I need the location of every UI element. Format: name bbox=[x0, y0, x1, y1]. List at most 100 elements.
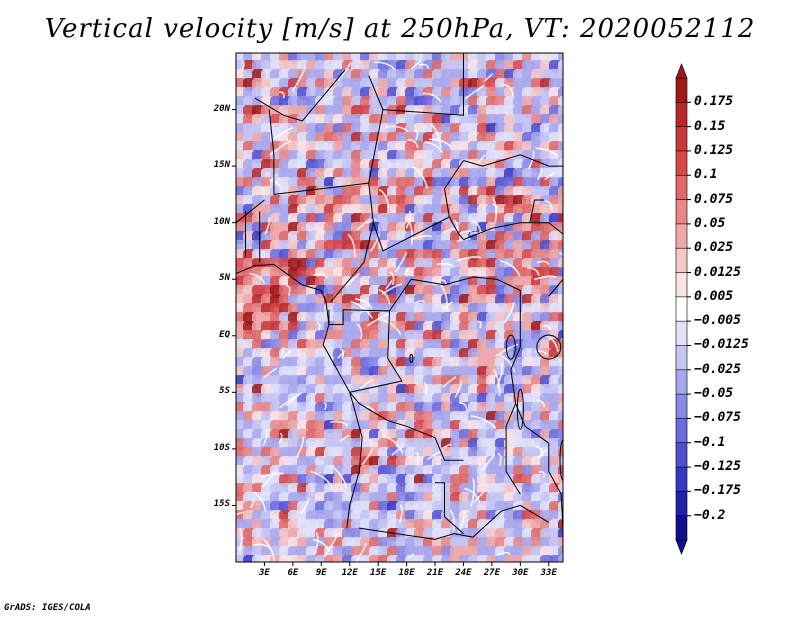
zero-contour bbox=[541, 325, 551, 331]
zero-contour bbox=[313, 273, 329, 279]
zero-contour bbox=[558, 251, 563, 257]
zero-contour bbox=[330, 420, 349, 427]
zero-contour bbox=[357, 217, 371, 231]
zero-contour bbox=[404, 267, 409, 275]
zero-contour bbox=[249, 498, 255, 509]
colorbar-swatch bbox=[675, 126, 688, 152]
zero-contour bbox=[262, 430, 268, 447]
colorbar-top-arrow bbox=[675, 63, 688, 79]
zero-contour bbox=[312, 539, 329, 552]
zero-contour bbox=[456, 256, 482, 262]
colorbar-label: −0.1 bbox=[694, 434, 726, 450]
zero-contour bbox=[316, 322, 321, 331]
colorbar-label: −0.025 bbox=[694, 361, 741, 377]
zero-contour bbox=[430, 124, 442, 149]
vertical-velocity-field bbox=[236, 53, 563, 562]
border-line bbox=[330, 183, 374, 303]
zero-contour bbox=[369, 232, 381, 252]
zero-contour bbox=[345, 272, 361, 287]
lake-outline bbox=[516, 388, 524, 430]
colorbar-swatch bbox=[675, 442, 688, 468]
colorbar bbox=[675, 63, 691, 555]
zero-contour bbox=[422, 92, 442, 103]
colorbar-label: −0.175 bbox=[694, 483, 741, 499]
zero-contour bbox=[269, 179, 282, 190]
border-line bbox=[548, 443, 563, 529]
colorbar-swatch bbox=[675, 102, 688, 128]
zero-contour bbox=[442, 376, 457, 388]
zero-contour bbox=[339, 434, 351, 443]
colorbar-label: 0.15 bbox=[694, 118, 726, 134]
lon-label: 33E bbox=[540, 568, 557, 578]
border-line bbox=[254, 69, 346, 122]
zero-contour bbox=[436, 279, 448, 285]
zero-contour bbox=[281, 349, 292, 360]
zero-contour bbox=[535, 147, 560, 158]
zero-contour bbox=[492, 203, 498, 214]
colorbar-label: 0.025 bbox=[694, 240, 734, 256]
zero-contour bbox=[410, 59, 423, 70]
zero-contour bbox=[415, 451, 420, 463]
lake-outline bbox=[559, 439, 563, 481]
zero-contour bbox=[497, 353, 516, 373]
colorbar-label: 0.175 bbox=[694, 94, 734, 110]
border-line bbox=[328, 309, 390, 325]
zero-contour bbox=[361, 447, 374, 466]
zero-contour bbox=[252, 543, 271, 550]
zero-contour bbox=[423, 382, 428, 395]
colorbar-swatch bbox=[675, 491, 688, 517]
colorbar-label: 0.125 bbox=[694, 142, 734, 158]
map-frame bbox=[235, 52, 564, 563]
zero-contour bbox=[483, 73, 494, 82]
lat-label: 20N bbox=[213, 103, 230, 114]
zero-contour bbox=[504, 302, 515, 323]
zero-contour bbox=[536, 260, 550, 265]
zero-contour bbox=[263, 367, 277, 379]
lon-label: 3E bbox=[259, 568, 270, 578]
lon-label: 18E bbox=[398, 568, 415, 578]
zero-contour bbox=[385, 125, 409, 133]
zero-contour bbox=[407, 553, 415, 559]
zero-contour bbox=[449, 510, 455, 533]
colorbar-swatch bbox=[675, 393, 688, 420]
colorbar-swatch bbox=[675, 418, 688, 444]
zero-contour bbox=[300, 497, 310, 515]
chart-title: Vertical velocity [m/s] at 250hPa, VT: 2… bbox=[44, 14, 756, 44]
zero-contour bbox=[350, 300, 373, 319]
zero-contour bbox=[262, 538, 276, 562]
border-line bbox=[236, 199, 265, 224]
border-line bbox=[273, 182, 369, 195]
grads-credit: GrADS: IGES/COLA bbox=[4, 603, 91, 613]
colorbar-label: −0.05 bbox=[694, 386, 734, 402]
colorbar-swatch bbox=[675, 223, 688, 250]
lon-label: 6E bbox=[287, 568, 299, 578]
country-borders bbox=[236, 53, 563, 540]
lon-label: 9E bbox=[315, 568, 327, 578]
zero-contour bbox=[424, 141, 443, 154]
zero-contour bbox=[264, 217, 271, 235]
zero-contour bbox=[380, 319, 402, 336]
lat-label: 5N bbox=[219, 273, 230, 284]
border-line bbox=[236, 263, 363, 529]
zero-contour bbox=[359, 378, 374, 390]
colorbar-swatch bbox=[675, 466, 688, 493]
border-line bbox=[472, 504, 550, 538]
zero-contour bbox=[367, 313, 390, 327]
zero-contour bbox=[470, 415, 497, 429]
zero-contour bbox=[536, 167, 543, 180]
zero-contour bbox=[470, 478, 475, 507]
colorbar-swatch bbox=[675, 515, 688, 541]
colorbar-swatch bbox=[675, 247, 688, 274]
border-line bbox=[463, 222, 563, 241]
lat-label: 5S bbox=[219, 386, 230, 397]
zero-contour bbox=[546, 335, 559, 352]
lon-label: 15E bbox=[370, 568, 387, 578]
zero-contour bbox=[278, 91, 285, 99]
zero-contour bbox=[476, 154, 486, 165]
zero-contour bbox=[323, 532, 339, 557]
zero-contour bbox=[412, 166, 429, 190]
lake-outline bbox=[536, 334, 562, 360]
zero-contour bbox=[459, 402, 468, 412]
zero-contour bbox=[270, 174, 277, 182]
border-line bbox=[510, 290, 550, 444]
